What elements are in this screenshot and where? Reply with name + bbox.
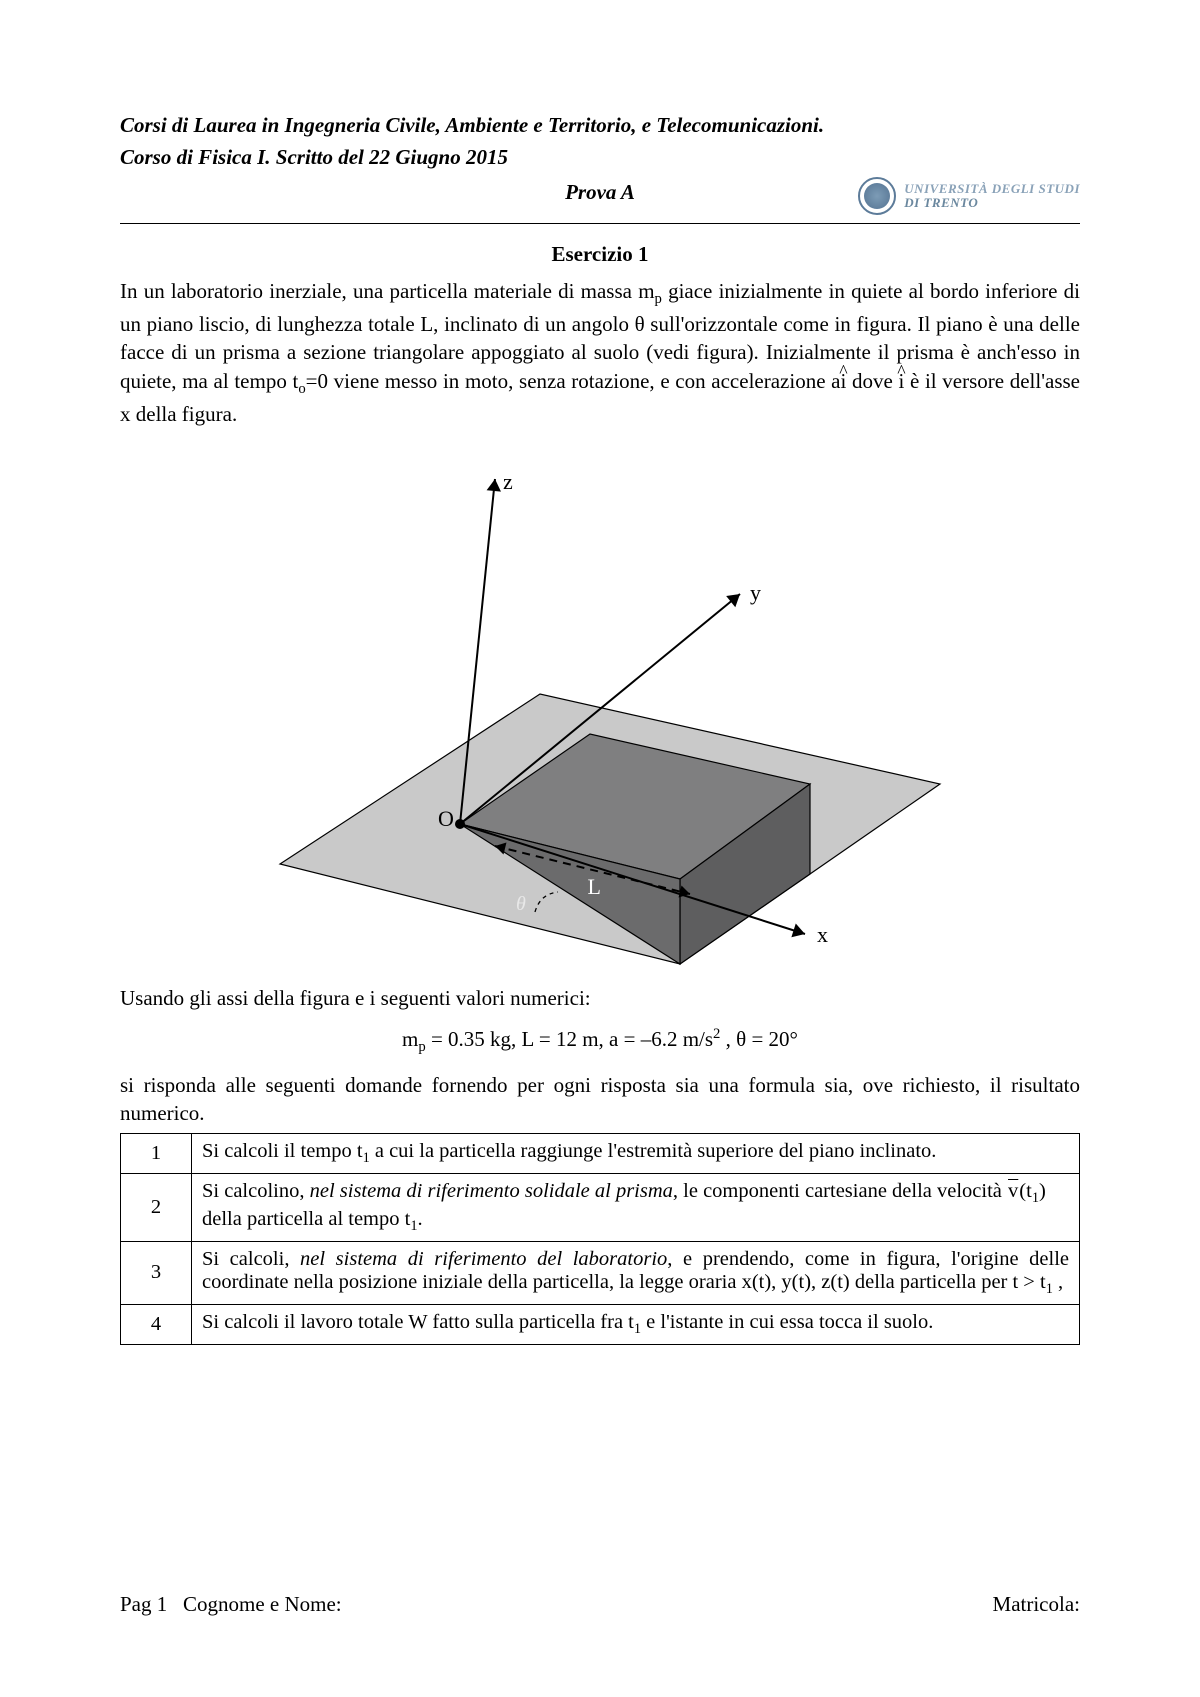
page: Corsi di Laurea in Ingegneria Civile, Am…	[0, 0, 1200, 1697]
table-row: 1 Si calcoli il tempo t1 a cui la partic…	[121, 1134, 1080, 1174]
q-text: Si calcoli il tempo t1 a cui la particel…	[192, 1134, 1080, 1174]
svg-text:θ: θ	[516, 893, 526, 915]
q-text: Si calcoli, nel sistema di riferimento d…	[192, 1241, 1080, 1304]
q-num: 3	[121, 1241, 192, 1304]
uni-line2: DI TRENTO	[904, 196, 1080, 210]
q-num: 2	[121, 1174, 192, 1241]
header-row: Prova A UNIVERSITÀ DEGLI STUDI DI TRENTO	[120, 177, 1080, 215]
svg-text:z: z	[503, 469, 513, 494]
svg-text:O: O	[438, 806, 454, 831]
footer-right: Matricola:	[993, 1592, 1080, 1617]
q-text: Si calcoli il lavoro totale W fatto sull…	[192, 1304, 1080, 1344]
header-line2: Corso di Fisica I. Scritto del 22 Giugno…	[120, 142, 1080, 174]
university-seal-icon	[858, 177, 896, 215]
q-text: Si calcolino, nel sistema di riferimento…	[192, 1174, 1080, 1241]
svg-text:L: L	[588, 874, 601, 899]
questions-table: 1 Si calcoli il tempo t1 a cui la partic…	[120, 1133, 1080, 1344]
values-intro: Usando gli assi della figura e i seguent…	[120, 984, 1080, 1012]
table-row: 2 Si calcolino, nel sistema di riferimen…	[121, 1174, 1080, 1241]
page-footer: Pag 1 Cognome e Nome: Matricola:	[120, 1592, 1080, 1617]
footer-left: Pag 1 Cognome e Nome:	[120, 1592, 342, 1617]
uni-line1: UNIVERSITÀ DEGLI STUDI	[904, 182, 1080, 196]
svg-text:x: x	[817, 922, 828, 947]
prism-figure: z y x O Lθ	[240, 434, 960, 974]
q-num: 1	[121, 1134, 192, 1174]
exercise-paragraph-1: In un laboratorio inerziale, una partice…	[120, 277, 1080, 428]
header-line1: Corsi di Laurea in Ingegneria Civile, Am…	[120, 110, 1080, 142]
exercise-title: Esercizio 1	[120, 242, 1080, 267]
svg-text:y: y	[750, 580, 761, 605]
header-rule	[120, 223, 1080, 224]
values-line: mp = 0.35 kg, L = 12 m, a = –6.2 m/s2 , …	[120, 1026, 1080, 1056]
table-row: 4 Si calcoli il lavoro totale W fatto su…	[121, 1304, 1080, 1344]
university-text: UNIVERSITÀ DEGLI STUDI DI TRENTO	[904, 182, 1080, 211]
header: Corsi di Laurea in Ingegneria Civile, Am…	[120, 110, 1080, 215]
university-logo: UNIVERSITÀ DEGLI STUDI DI TRENTO	[800, 177, 1080, 215]
exercise-paragraph-2: si risponda alle seguenti domande fornen…	[120, 1071, 1080, 1128]
table-row: 3 Si calcoli, nel sistema di riferimento…	[121, 1241, 1080, 1304]
prova-label: Prova A	[400, 177, 800, 209]
q-num: 4	[121, 1304, 192, 1344]
